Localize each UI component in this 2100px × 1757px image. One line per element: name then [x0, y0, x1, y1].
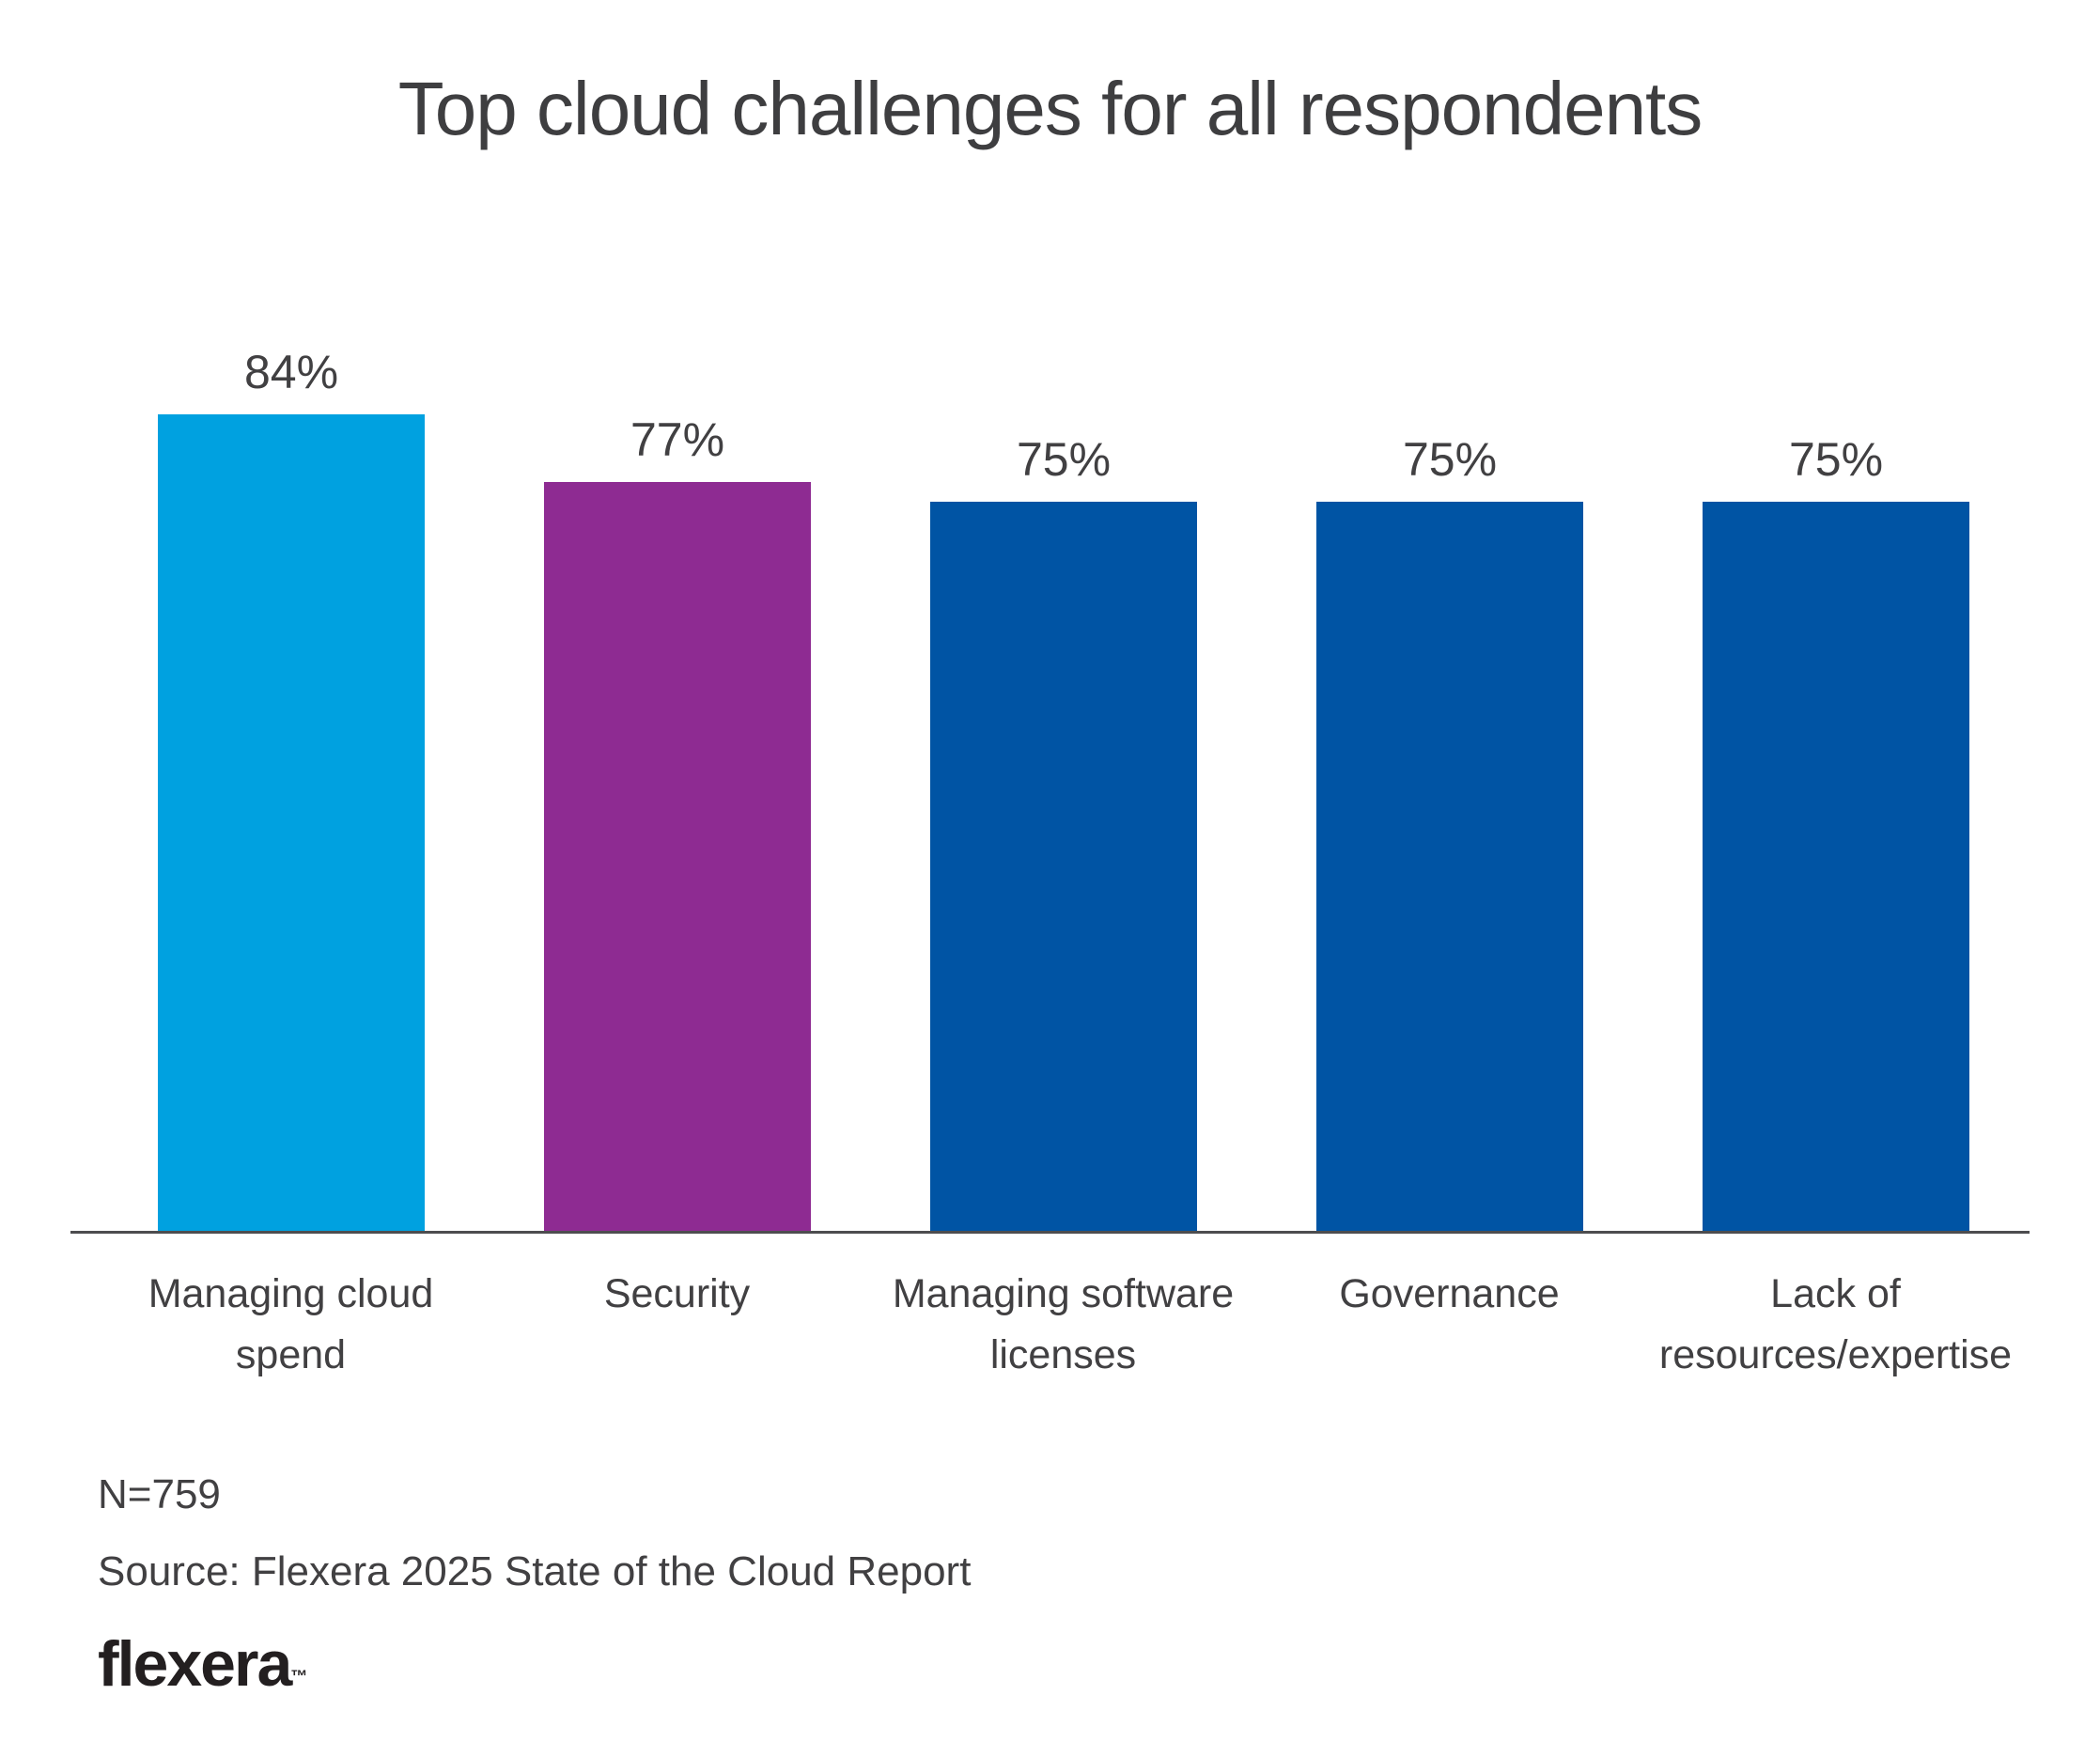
bar-column-managing-cloud-spend: 84% [158, 346, 425, 1231]
category-label: Managing software licenses [892, 1271, 1235, 1377]
category-label: Governance [1339, 1271, 1560, 1316]
bar-column-lack-of-resources: 75% [1703, 414, 1969, 1231]
bar-value-label: 75% [1788, 433, 1884, 487]
bar-managing-cloud-spend [158, 414, 425, 1231]
trademark-symbol: ™ [290, 1667, 308, 1686]
flexera-logo-text: flexera [98, 1628, 292, 1700]
category-label: Managing cloud spend [148, 1271, 434, 1377]
bar-value-label: 75% [1016, 433, 1112, 487]
bar-value-label: 77% [630, 413, 725, 467]
page-title: Top cloud challenges for all respondents [397, 67, 1703, 150]
bar-lack-of-resources-expertise [1703, 502, 1969, 1231]
bar-column-security: 77% [544, 413, 811, 1231]
bar-governance [1316, 502, 1583, 1231]
sample-size-note: N=759 [98, 1471, 221, 1517]
x-axis-line [70, 1231, 2030, 1234]
bar-column-managing-software-licenses: 75% [930, 414, 1197, 1231]
bar-managing-software-licenses [930, 502, 1197, 1231]
bar-value-label: 75% [1402, 433, 1498, 487]
bar-security [544, 482, 811, 1231]
footer: N=759 Source: Flexera 2025 State of the … [98, 1471, 971, 1701]
bar-chart-plot-area: 84% 77% 75% 75% 75% [70, 346, 2030, 1231]
category-label: Security [603, 1271, 751, 1316]
bar-value-label: 84% [243, 346, 339, 398]
source-note: Source: Flexera 2025 State of the Cloud … [98, 1548, 972, 1594]
category-label: Lack of resources/expertise [1658, 1271, 2013, 1377]
flexera-logo: flexera™ [98, 1627, 307, 1701]
bar-column-governance: 75% [1316, 414, 1583, 1231]
category-labels-row: Managing cloud spend Security Managing s… [98, 1264, 2030, 1385]
